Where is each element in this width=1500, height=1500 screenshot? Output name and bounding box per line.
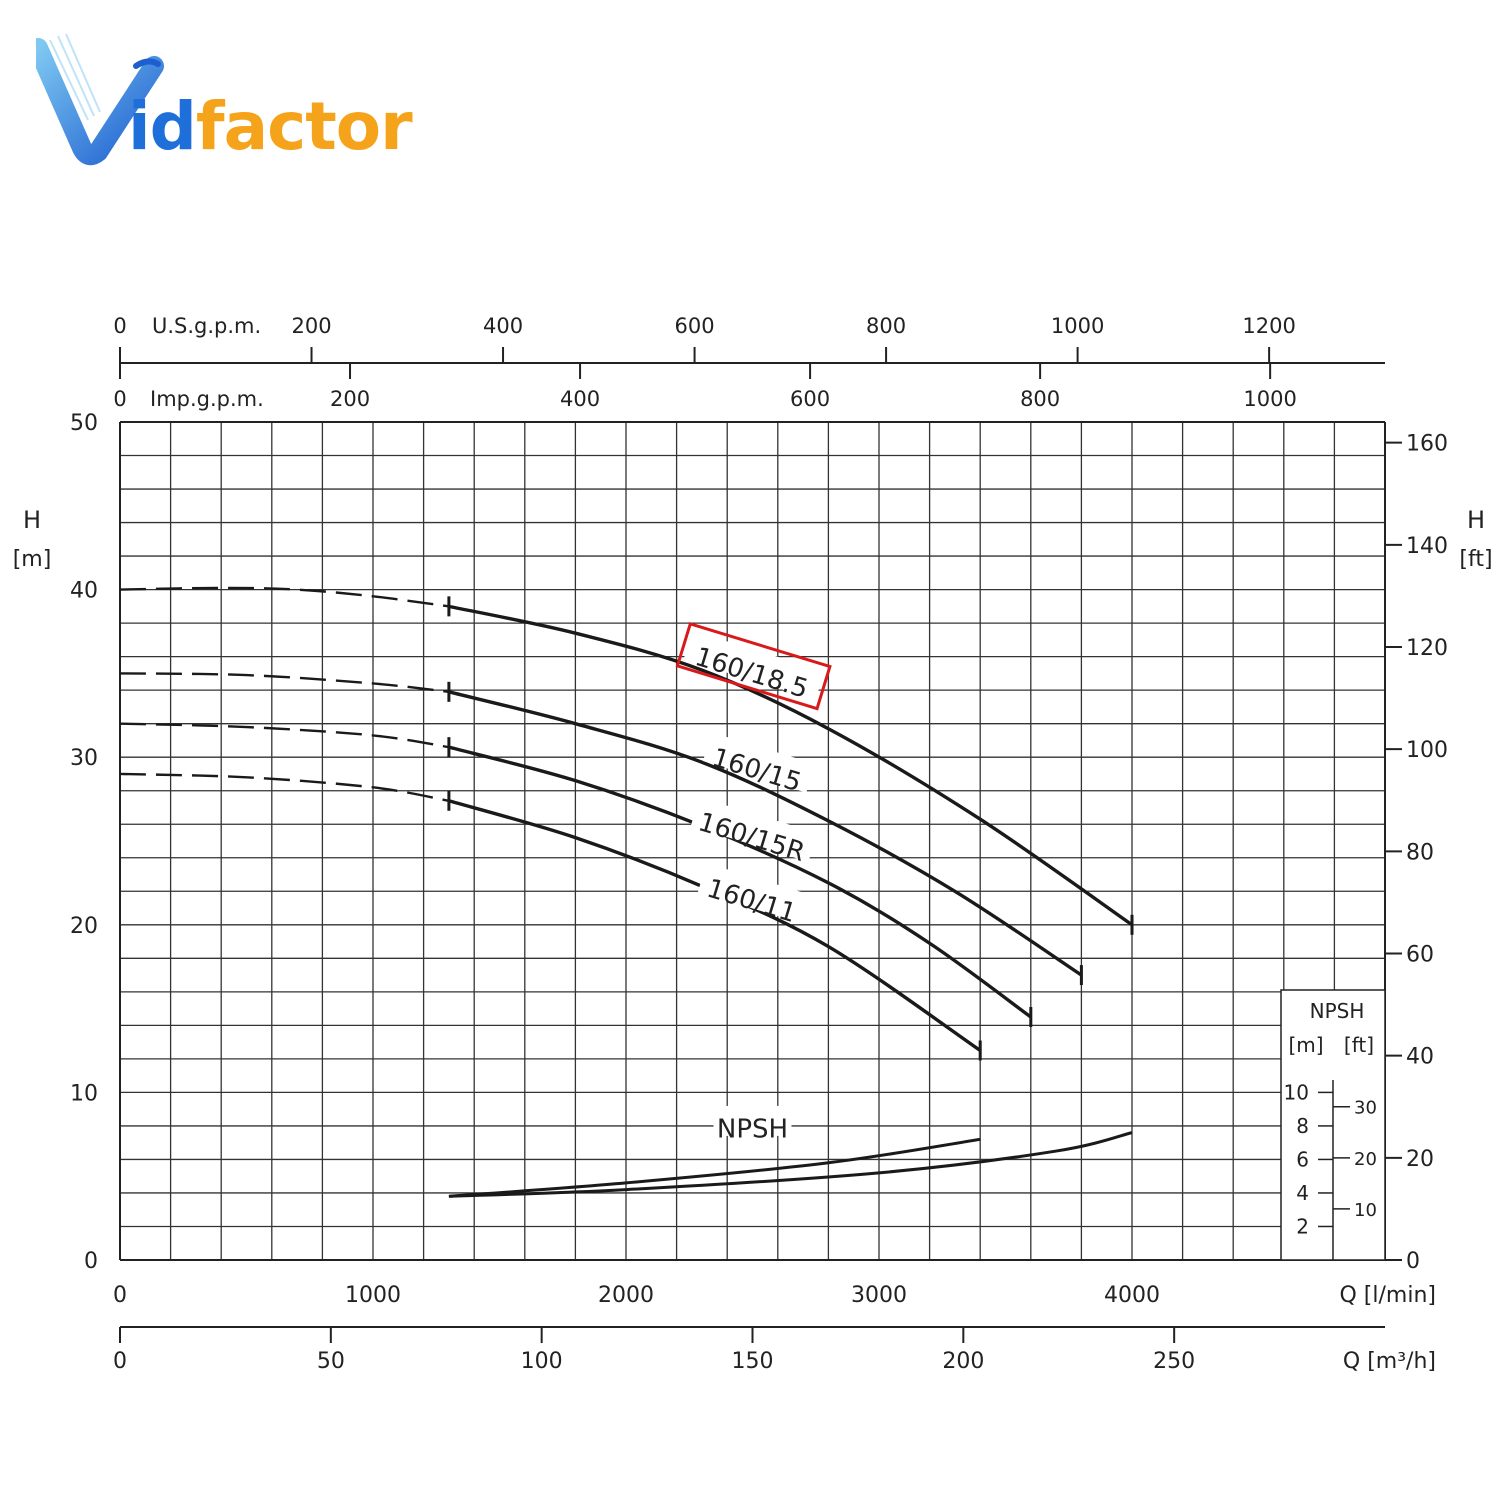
usgpm-tick-label: 1200 bbox=[1242, 314, 1295, 338]
npsh-m-tick-label: 8 bbox=[1296, 1114, 1309, 1138]
y-left-tick-label: 30 bbox=[70, 746, 98, 771]
curve-npsh-secondary bbox=[448, 1131, 1133, 1198]
curve-label-160-15r: 160/15R bbox=[690, 797, 818, 868]
y-right-tick-label: 100 bbox=[1406, 738, 1448, 763]
curve-160-18-5 bbox=[448, 604, 1133, 927]
logo-wordmark: idfactor bbox=[128, 94, 413, 160]
usgpm-tick-label: 800 bbox=[866, 314, 906, 338]
curve-label-bg bbox=[702, 732, 816, 793]
usgpm-tick-label: 200 bbox=[291, 314, 331, 338]
npsh-m-tick-label: 4 bbox=[1296, 1181, 1309, 1205]
top-impgpm-label: Imp.g.p.m. bbox=[150, 387, 264, 411]
x-tick-label: 4000 bbox=[1104, 1283, 1160, 1308]
impgpm-tick-label: 800 bbox=[1020, 387, 1060, 411]
curve-label-text: NPSH bbox=[717, 1114, 788, 1144]
impgpm-tick-label: 0 bbox=[113, 387, 126, 411]
x2-tick-label: 50 bbox=[317, 1349, 345, 1374]
npsh-ft-tick-label: 20 bbox=[1354, 1149, 1377, 1170]
y-left-tick-label: 50 bbox=[70, 411, 98, 436]
curve-160-11-dashed bbox=[119, 772, 450, 802]
npsh-scale-unit-m: [m] bbox=[1288, 1033, 1323, 1057]
y-left-label-unit: [m] bbox=[13, 547, 52, 572]
npsh-scale-title: NPSH bbox=[1310, 999, 1365, 1023]
logo-mark-icon bbox=[28, 33, 164, 166]
y-right-tick-label: 160 bbox=[1406, 432, 1448, 457]
curve-label-bg bbox=[697, 863, 810, 924]
impgpm-tick-label: 400 bbox=[560, 387, 600, 411]
npsh-m-tick-label: 6 bbox=[1296, 1147, 1309, 1171]
x2-tick-label: 0 bbox=[113, 1349, 127, 1374]
curve-label-bg bbox=[683, 630, 825, 700]
chart-grid bbox=[120, 422, 1385, 1260]
curve-160-15r bbox=[448, 745, 1032, 1019]
y-left-tick-label: 0 bbox=[84, 1249, 98, 1274]
logo-text-factor: factor bbox=[195, 88, 413, 165]
y-left-label-h: H bbox=[23, 506, 41, 534]
impgpm-tick-label: 600 bbox=[790, 387, 830, 411]
x2-tick-label: 150 bbox=[732, 1349, 774, 1374]
y-right-tick-label: 0 bbox=[1406, 1249, 1420, 1274]
curve-160-15-dashed bbox=[119, 672, 450, 694]
y-right-tick-label: 20 bbox=[1406, 1147, 1434, 1172]
npsh-scale-ticks: 2 4 6 8 10 10 20 30 bbox=[1284, 1080, 1377, 1238]
x2-tick-label: 250 bbox=[1153, 1349, 1195, 1374]
y-left-tick-label: 10 bbox=[70, 1081, 98, 1106]
y-right-tick-label: 120 bbox=[1406, 636, 1448, 661]
x2-tick-label: 200 bbox=[942, 1349, 984, 1374]
y-right-tick-label: 40 bbox=[1406, 1045, 1434, 1070]
npsh-scale-unit-ft: [ft] bbox=[1344, 1033, 1374, 1057]
x-tick-label: 0 bbox=[113, 1283, 127, 1308]
curve-label-bg bbox=[713, 1105, 792, 1136]
npsh-ft-tick-label: 30 bbox=[1354, 1098, 1377, 1119]
curve-label-160-18-5: 160/18.5 bbox=[675, 621, 832, 711]
x-tick-label: 3000 bbox=[851, 1283, 907, 1308]
pump-curves bbox=[119, 586, 1134, 1198]
npsh-ft-tick-label: 10 bbox=[1354, 1200, 1377, 1221]
usgpm-tick-label: 600 bbox=[675, 314, 715, 338]
y-right-label-unit: [ft] bbox=[1459, 547, 1492, 572]
x-axis-label: Q [l/min] bbox=[1340, 1283, 1437, 1308]
curve-label-160-11: 160/11 bbox=[697, 863, 810, 929]
impgpm-tick-label: 1000 bbox=[1243, 387, 1296, 411]
curve-160-15 bbox=[448, 690, 1083, 977]
usgpm-tick-label: 1000 bbox=[1051, 314, 1104, 338]
npsh-m-tick-label: 2 bbox=[1296, 1214, 1309, 1238]
npsh-m-tick-label: 10 bbox=[1284, 1080, 1309, 1104]
impgpm-tick-label: 200 bbox=[330, 387, 370, 411]
curve-label-bg bbox=[690, 797, 818, 862]
logo-text-id: id bbox=[128, 88, 197, 165]
curve-label-npsh: NPSH bbox=[713, 1105, 792, 1144]
y-right-tick-label: 80 bbox=[1406, 840, 1434, 865]
y-right-label-h: H bbox=[1467, 506, 1485, 534]
usgpm-tick-label: 400 bbox=[483, 314, 523, 338]
y-left-tick-label: 20 bbox=[70, 914, 98, 939]
x2-tick-label: 100 bbox=[521, 1349, 563, 1374]
x-tick-label: 2000 bbox=[598, 1283, 654, 1308]
top-usgpm-label: U.S.g.p.m. bbox=[152, 314, 261, 338]
y-right-tick-label: 140 bbox=[1406, 534, 1448, 559]
curve-160-18-5-dashed bbox=[119, 586, 450, 608]
highlight-box bbox=[675, 621, 832, 711]
y-left-tick-label: 40 bbox=[70, 579, 98, 604]
x-tick-label: 1000 bbox=[345, 1283, 401, 1308]
x2-axis-label: Q [m³/h] bbox=[1343, 1349, 1436, 1374]
curve-npsh bbox=[448, 1137, 981, 1198]
curve-160-15r-dashed bbox=[119, 722, 450, 749]
vidfactor-logo: idfactor bbox=[28, 30, 413, 170]
usgpm-tick-label: 0 bbox=[113, 314, 126, 338]
y-right-tick-label: 60 bbox=[1406, 942, 1434, 967]
npsh-scale-panel: NPSH [m] [ft] 2 4 6 8 10 10 20 30 bbox=[1280, 989, 1386, 1261]
